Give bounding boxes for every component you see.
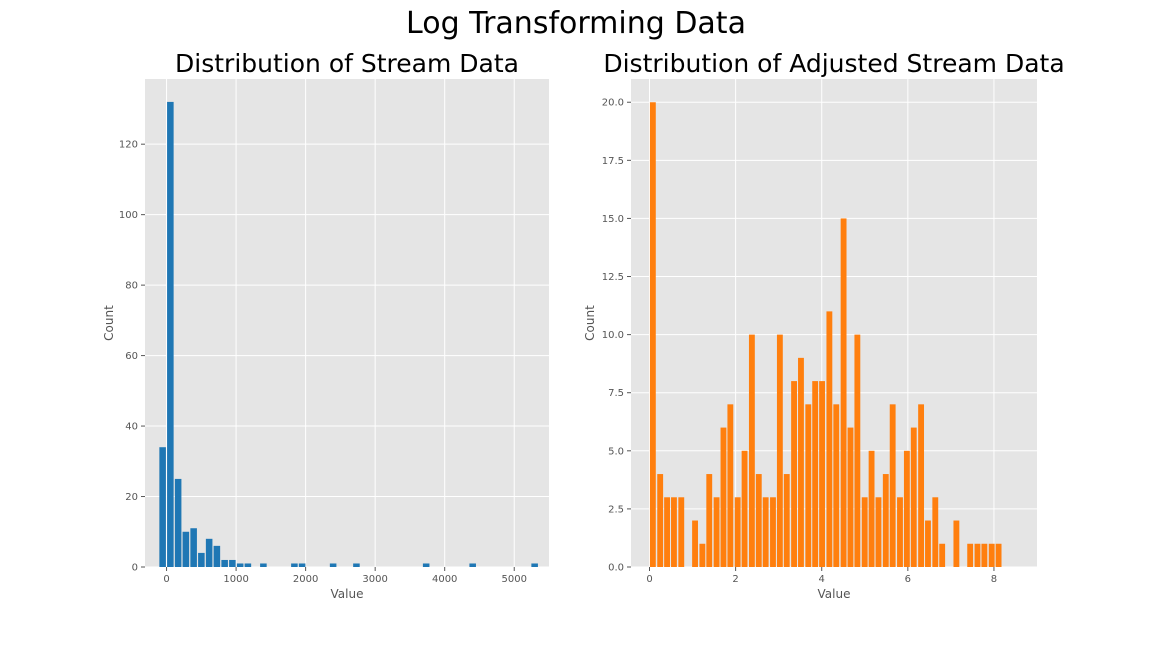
- figure-title: Log Transforming Data: [406, 6, 746, 41]
- y-tick-label: 100: [119, 210, 138, 221]
- histogram-bar: [469, 563, 476, 567]
- histogram-bar: [244, 563, 252, 567]
- histogram-bar: [190, 528, 197, 567]
- histogram-bar: [229, 559, 236, 567]
- histogram-bar: [182, 531, 190, 567]
- histogram-bar: [298, 563, 306, 567]
- histogram-bar: [205, 538, 213, 567]
- plot-area: [145, 79, 549, 567]
- y-tick-label: 60: [125, 351, 138, 362]
- histogram-bar: [329, 563, 337, 567]
- histogram-bar: [213, 545, 221, 567]
- histogram-bar: [531, 563, 538, 567]
- y-tick-label: 20: [125, 492, 138, 503]
- x-tick-label: 5000: [502, 574, 527, 585]
- y-tick-label: 120: [119, 140, 138, 151]
- histogram-bar: [221, 559, 228, 567]
- histogram-bar: [260, 563, 267, 567]
- x-axis-label: Value: [331, 587, 364, 601]
- histogram-bar: [198, 552, 205, 567]
- histogram-bar: [159, 447, 166, 567]
- histogram-bar: [174, 478, 182, 567]
- histogram-bar: [236, 563, 244, 567]
- histogram-bar: [353, 563, 360, 567]
- histogram-bar: [422, 563, 430, 567]
- y-tick-label: 40: [125, 422, 138, 433]
- x-tick-label: 3000: [362, 574, 387, 585]
- chart-title: Distribution of Stream Data: [175, 49, 519, 78]
- x-tick-label: 4000: [432, 574, 457, 585]
- x-tick-label: 0: [163, 574, 169, 585]
- histogram-bar: [291, 563, 298, 567]
- y-axis-label: Count: [102, 305, 116, 341]
- y-tick-label: 80: [125, 281, 138, 292]
- histogram-bar: [167, 101, 174, 567]
- y-tick-label: 0: [132, 563, 138, 574]
- x-tick-label: 2000: [293, 574, 318, 585]
- x-tick-label: 1000: [223, 574, 248, 585]
